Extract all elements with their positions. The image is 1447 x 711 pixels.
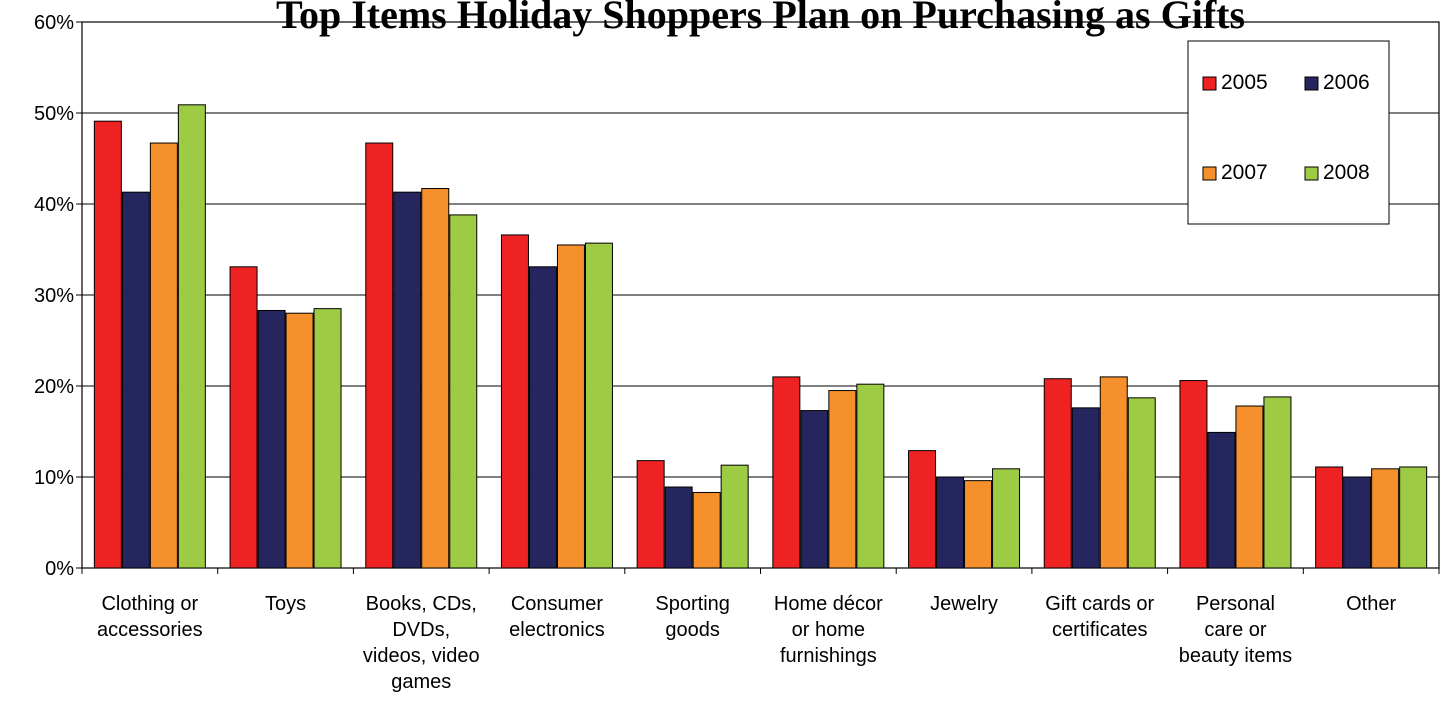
bar [257,309,286,569]
x-tick-label: Jewelry [930,593,998,615]
bar [421,188,450,569]
bar [720,464,749,569]
bar [908,450,937,569]
legend-label: 2007 [1221,161,1268,184]
bar [1043,378,1072,569]
x-tick-label: Gift cards or certificates [1045,593,1154,641]
bar [556,244,585,569]
x-tick-label: Clothing or accessories [97,593,203,641]
bar [1343,476,1372,569]
legend-swatch [1304,166,1319,181]
bar [177,104,206,569]
legend-swatch [1304,76,1319,91]
legend-swatch [1202,166,1217,181]
x-tick-label: Home décor or home furnishings [774,593,883,667]
bar [692,491,721,569]
x-tick-label: Toys [265,593,306,615]
bar [856,383,885,569]
bar [365,142,394,569]
bar [121,191,150,569]
bar [1127,397,1156,569]
bar [1099,376,1128,569]
y-tick-label: 30% [34,285,74,307]
x-tick-label: Sporting goods [655,593,730,641]
x-tick-label: Books, CDs, DVDs, videos, video games [363,593,480,693]
bar [229,266,258,569]
bar [936,476,965,569]
x-tick-label: Consumer electronics [509,593,605,641]
bar [1263,396,1292,569]
bar [449,214,478,569]
bar [664,486,693,569]
bar [500,234,529,569]
bar [1235,405,1264,569]
bar [964,480,993,569]
bar [828,390,857,569]
bar [1179,380,1208,569]
bar [1399,466,1428,569]
legend-label: 2006 [1323,71,1370,94]
bar [93,120,122,569]
bar [393,191,422,569]
legend: 2005 2006 2007 2008 [1187,40,1390,225]
y-tick-label: 40% [34,194,74,216]
bar [992,468,1021,569]
bar [636,460,665,569]
legend-swatch [1202,76,1217,91]
bar [1207,431,1236,569]
bar [285,312,314,569]
bar [772,376,801,569]
x-axis: Clothing or accessories Toys Books, CDs, DVD… [81,568,1440,693]
y-tick-label: 20% [34,376,74,398]
bar [1071,407,1100,569]
bar [1315,466,1344,569]
y-tick-label: 10% [34,467,74,489]
bar [528,266,557,569]
x-tick-label: Personal care or beauty items [1179,593,1292,667]
bar [800,410,829,569]
y-tick-label: 50% [34,103,74,125]
y-axis: 0% 10% 20% 30% 40% 50% 60% [34,12,82,580]
bar [149,142,178,569]
legend-box [1187,40,1390,225]
chart-title: Top Items Holiday Shoppers Plan on Purch… [276,0,1245,37]
bars [93,104,1428,569]
bar [584,242,613,569]
x-tick-label: Other [1346,593,1396,615]
bar [1371,468,1400,569]
legend-label: 2008 [1323,161,1370,184]
y-tick-label: 60% [34,12,74,34]
bar [313,308,342,569]
y-tick-label: 0% [45,558,74,580]
legend-label: 2005 [1221,71,1268,94]
